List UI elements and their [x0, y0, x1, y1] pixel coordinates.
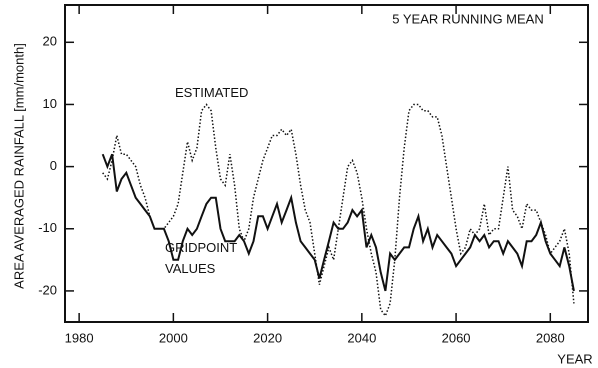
y-tick-label: -10 [38, 220, 57, 235]
series-line [101, 153, 575, 292]
chart-title: 5 YEAR RUNNING MEAN [392, 11, 543, 26]
y-tick-label: -20 [38, 282, 57, 297]
series-line [102, 103, 575, 318]
y-axis-label: AREA AVERAGED RAINFALL [mm/month] [11, 43, 26, 289]
x-tick-label: 1980 [65, 330, 94, 345]
y-tick-label: 0 [50, 158, 57, 173]
series-label: GRIDPOINT VALUES [165, 240, 237, 276]
series-label: ESTIMATED [175, 85, 249, 100]
x-tick-label: 2000 [159, 330, 188, 345]
y-tick-label: 10 [43, 96, 57, 111]
x-tick-label: 2020 [253, 330, 282, 345]
y-tick-label: 20 [43, 34, 57, 49]
plot-frame [64, 4, 589, 323]
x-tick-label: 2080 [536, 330, 565, 345]
x-tick-label: 2060 [442, 330, 471, 345]
x-axis-label: YEAR [557, 351, 592, 366]
x-tick-label: 2040 [347, 330, 376, 345]
